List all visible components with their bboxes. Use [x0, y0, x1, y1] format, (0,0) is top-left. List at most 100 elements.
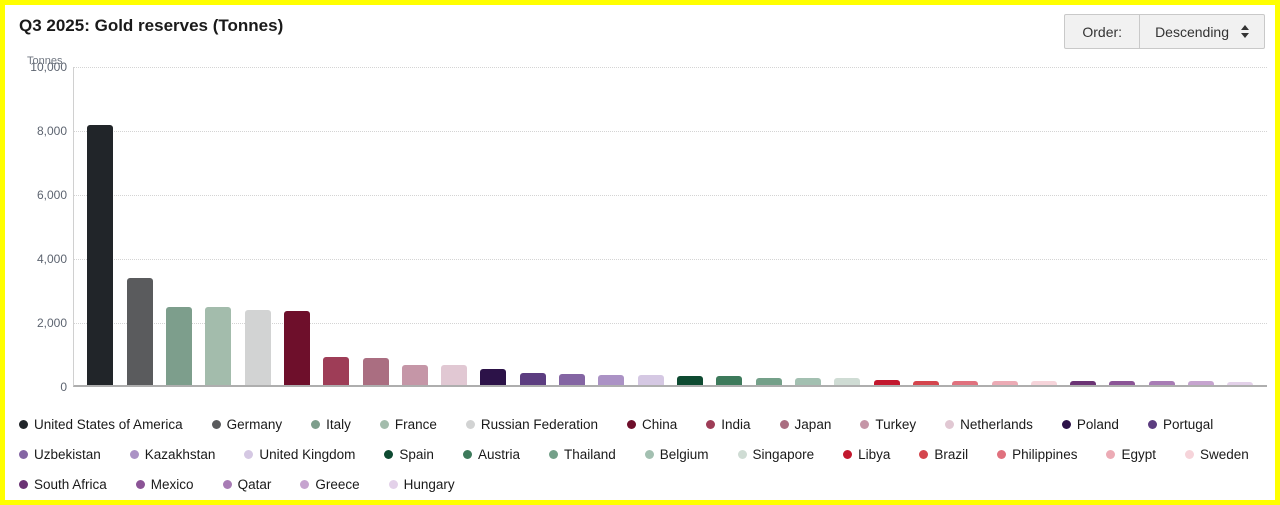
y-tick-label: 0 [60, 380, 67, 394]
bar-south-africa[interactable] [1070, 381, 1097, 385]
order-control: Order: Descending [1064, 14, 1265, 49]
bar-india[interactable] [323, 356, 350, 385]
legend-label: Greece [315, 476, 360, 492]
bar-austria[interactable] [716, 376, 743, 385]
bar-brazil[interactable] [912, 380, 939, 385]
bar-spain[interactable] [677, 376, 703, 385]
legend-item-philippines[interactable]: Philippines [997, 447, 1077, 462]
legend-label: Hungary [403, 476, 455, 492]
legend-item-belgium[interactable]: Belgium [644, 447, 709, 462]
legend-item-portugal[interactable]: Portugal [1147, 416, 1214, 432]
legend-item-singapore[interactable]: Singapore [737, 447, 814, 462]
legend-item-france[interactable]: France [379, 416, 437, 432]
legend-item-netherlands[interactable]: Netherlands [945, 417, 1033, 432]
legend-item-united-states-of-america[interactable]: United States of America [19, 417, 183, 432]
bar-portugal[interactable] [519, 372, 546, 385]
legend-item-germany[interactable]: Germany [211, 417, 282, 432]
bar-united-states-of-america[interactable] [87, 124, 114, 385]
legend-item-poland[interactable]: Poland [1061, 417, 1119, 432]
bar-france[interactable] [205, 307, 232, 385]
legend-item-united-kingdom[interactable]: United Kingdom [244, 447, 355, 462]
legend-item-greece[interactable]: Greece [300, 476, 360, 492]
bar-belgium[interactable] [794, 377, 821, 385]
bar-libya[interactable] [873, 380, 900, 385]
legend-dot-icon [1061, 419, 1071, 429]
legend-dot-icon [626, 419, 636, 429]
legend-item-italy[interactable]: Italy [311, 417, 351, 432]
bar-italy[interactable] [165, 306, 192, 385]
legend-label: Turkey [875, 416, 917, 432]
y-tick-label: 6,000 [36, 188, 67, 202]
bar-netherlands[interactable] [441, 365, 468, 385]
legend-item-mexico[interactable]: Mexico [135, 477, 194, 492]
legend-item-uzbekistan[interactable]: Uzbekistan [19, 447, 101, 462]
bar-kazakhstan[interactable] [598, 374, 625, 385]
bar-hungary[interactable] [1227, 381, 1254, 385]
bar-united-kingdom[interactable] [637, 375, 664, 385]
legend-label: Brazil [934, 446, 969, 462]
bar-poland[interactable] [480, 368, 507, 385]
legend-dot-icon [379, 419, 389, 429]
legend-item-japan[interactable]: Japan [779, 417, 831, 432]
legend-item-south-africa[interactable]: South Africa [19, 477, 107, 492]
legend-label: France [394, 416, 437, 432]
legend-item-india[interactable]: India [706, 416, 751, 432]
legend-item-brazil[interactable]: Brazil [919, 447, 968, 462]
bar-germany[interactable] [126, 277, 153, 385]
bar-philippines[interactable] [952, 380, 979, 385]
legend-label: China [641, 416, 678, 432]
legend-label: India [721, 416, 751, 432]
bar-singapore[interactable] [834, 377, 861, 385]
bar-uzbekistan[interactable] [559, 373, 586, 385]
bar-mexico[interactable] [1109, 381, 1136, 385]
bar-sweden[interactable] [1030, 380, 1057, 385]
legend-label: Italy [326, 416, 351, 432]
gridline [74, 131, 1267, 132]
legend-dot-icon [706, 419, 716, 429]
y-axis-unit-label: Tonnes [27, 55, 63, 67]
legend-item-turkey[interactable]: Turkey [860, 417, 916, 432]
bar-turkey[interactable] [401, 364, 428, 385]
legend-item-hungary[interactable]: Hungary [388, 476, 455, 492]
legend-label: Uzbekistan [34, 446, 101, 462]
bar-japan[interactable] [362, 357, 389, 385]
legend-item-kazakhstan[interactable]: Kazakhstan [129, 447, 215, 462]
gridline [74, 259, 1267, 260]
y-tick-label: 4,000 [36, 252, 67, 266]
bar-qatar[interactable] [1148, 381, 1175, 385]
legend-item-qatar[interactable]: Qatar [222, 477, 271, 492]
order-select-dropdown[interactable]: Descending [1140, 15, 1264, 48]
legend-dot-icon [997, 449, 1007, 459]
bar-russian-federation[interactable] [244, 310, 271, 385]
order-selected-value: Descending [1155, 23, 1229, 40]
legend-label: Egypt [1121, 446, 1156, 462]
legend-label: Philippines [1012, 446, 1078, 462]
bars [74, 67, 1267, 385]
legend-item-austria[interactable]: Austria [462, 446, 520, 462]
legend-label: Libya [858, 446, 891, 462]
legend-dot-icon [384, 449, 394, 459]
legend: United States of America Germany Italy Fran… [19, 409, 1271, 499]
bar-egypt[interactable] [991, 380, 1018, 385]
legend-item-libya[interactable]: Libya [843, 447, 890, 462]
legend-item-spain[interactable]: Spain [384, 447, 434, 462]
legend-dot-icon [644, 449, 654, 459]
legend-dot-icon [779, 419, 789, 429]
legend-item-russian-federation[interactable]: Russian Federation [465, 417, 598, 432]
gridline [74, 67, 1267, 68]
bar-greece[interactable] [1188, 381, 1215, 385]
bar-thailand[interactable] [755, 377, 782, 385]
legend-item-egypt[interactable]: Egypt [1106, 447, 1156, 462]
legend-label: Thailand [563, 446, 616, 462]
legend-item-thailand[interactable]: Thailand [548, 446, 616, 462]
legend-item-china[interactable]: China [626, 416, 678, 432]
legend-item-sweden[interactable]: Sweden [1184, 447, 1249, 462]
legend-row: United States of America Germany Italy Fran… [19, 409, 1271, 439]
legend-label: Austria [477, 446, 520, 462]
legend-label: United States of America [34, 416, 183, 432]
legend-label: Portugal [1162, 416, 1214, 432]
legend-row: South Africa Mexico Qatar Greece Hungary [19, 469, 1271, 499]
bar-china[interactable] [283, 311, 310, 385]
order-label: Order: [1065, 15, 1141, 48]
